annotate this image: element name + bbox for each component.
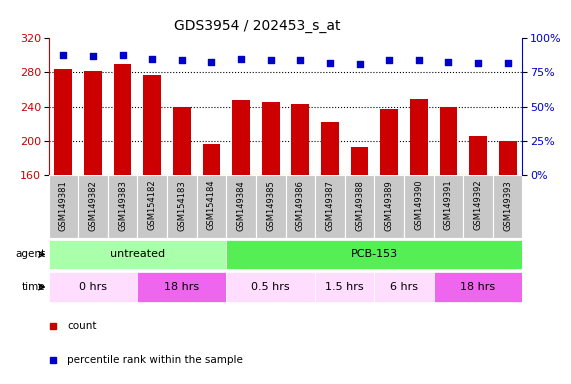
Bar — [291, 104, 309, 175]
Bar — [262, 102, 280, 175]
Bar — [203, 144, 220, 175]
Bar — [226, 240, 522, 269]
Point — [296, 57, 305, 63]
Text: GSM154184: GSM154184 — [207, 180, 216, 230]
Point — [355, 61, 364, 67]
Text: GSM149392: GSM149392 — [473, 180, 482, 230]
Text: GSM149381: GSM149381 — [59, 180, 68, 230]
Bar — [84, 71, 102, 175]
Text: percentile rank within the sample: percentile rank within the sample — [67, 355, 243, 365]
Text: 18 hrs: 18 hrs — [460, 282, 496, 292]
Text: GSM149387: GSM149387 — [325, 180, 335, 231]
Text: GSM154182: GSM154182 — [148, 180, 156, 230]
Bar — [315, 272, 375, 302]
Text: GSM149384: GSM149384 — [236, 180, 246, 230]
Point — [414, 57, 423, 63]
Text: GSM149386: GSM149386 — [296, 180, 305, 231]
Bar — [226, 272, 315, 302]
Point — [177, 57, 186, 63]
Bar — [440, 106, 457, 175]
Bar — [375, 272, 433, 302]
Text: 0.5 hrs: 0.5 hrs — [251, 282, 290, 292]
Text: untreated: untreated — [110, 249, 165, 260]
Text: GSM149390: GSM149390 — [415, 180, 423, 230]
Bar — [138, 175, 167, 238]
Point — [503, 60, 512, 66]
Bar — [499, 141, 517, 175]
Point — [325, 60, 335, 66]
Bar — [315, 175, 345, 238]
Bar — [286, 175, 315, 238]
Point — [266, 57, 275, 63]
Point — [385, 57, 394, 63]
Text: GSM149389: GSM149389 — [385, 180, 393, 230]
Text: count: count — [67, 321, 97, 331]
Bar — [321, 122, 339, 175]
Text: 0 hrs: 0 hrs — [79, 282, 107, 292]
Text: 6 hrs: 6 hrs — [390, 282, 418, 292]
Text: 18 hrs: 18 hrs — [164, 282, 199, 292]
Bar — [49, 175, 78, 238]
Text: 1.5 hrs: 1.5 hrs — [325, 282, 364, 292]
Text: GSM149393: GSM149393 — [503, 180, 512, 230]
Text: GDS3954 / 202453_s_at: GDS3954 / 202453_s_at — [174, 19, 340, 33]
Bar — [375, 175, 404, 238]
Bar — [232, 100, 250, 175]
Text: GSM149383: GSM149383 — [118, 180, 127, 231]
Text: agent: agent — [15, 249, 46, 260]
Point — [444, 58, 453, 65]
Bar — [49, 272, 138, 302]
Bar — [167, 175, 196, 238]
Bar — [173, 106, 191, 175]
Point — [236, 56, 246, 62]
Point — [89, 53, 98, 59]
Bar — [410, 99, 428, 175]
Text: PCB-153: PCB-153 — [351, 249, 398, 260]
Bar — [226, 175, 256, 238]
Bar — [114, 64, 131, 175]
Bar — [143, 75, 161, 175]
Bar — [463, 175, 493, 238]
Bar — [49, 240, 226, 269]
Text: GSM149382: GSM149382 — [89, 180, 98, 230]
Bar — [433, 175, 463, 238]
Bar — [404, 175, 433, 238]
Point — [148, 56, 157, 62]
Bar — [108, 175, 138, 238]
Point — [473, 60, 482, 66]
Bar — [345, 175, 375, 238]
Point — [118, 52, 127, 58]
Bar — [469, 136, 487, 175]
Bar — [433, 272, 522, 302]
Bar — [78, 175, 108, 238]
Point — [207, 58, 216, 65]
Text: GSM154183: GSM154183 — [178, 180, 186, 230]
Bar — [493, 175, 522, 238]
Text: time: time — [22, 282, 46, 292]
Bar — [351, 147, 368, 175]
Text: GSM149391: GSM149391 — [444, 180, 453, 230]
Bar — [54, 69, 73, 175]
Bar — [138, 272, 226, 302]
Point — [59, 52, 68, 58]
Bar — [196, 175, 226, 238]
Text: GSM149388: GSM149388 — [355, 180, 364, 231]
Text: GSM149385: GSM149385 — [266, 180, 275, 230]
Bar — [380, 109, 398, 175]
Bar — [256, 175, 286, 238]
